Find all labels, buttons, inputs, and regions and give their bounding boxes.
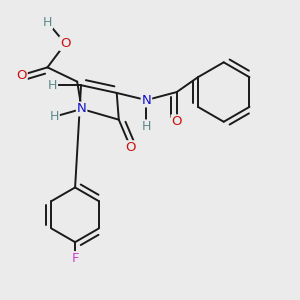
Text: H: H: [43, 16, 52, 29]
Text: H: H: [50, 110, 59, 123]
Text: H: H: [48, 79, 57, 92]
Text: O: O: [125, 141, 136, 154]
Text: N: N: [142, 94, 151, 106]
Text: H: H: [142, 120, 151, 133]
Text: N: N: [77, 103, 86, 116]
Text: O: O: [60, 37, 70, 50]
Text: F: F: [71, 252, 79, 265]
Text: O: O: [16, 69, 27, 82]
Text: O: O: [172, 115, 182, 128]
